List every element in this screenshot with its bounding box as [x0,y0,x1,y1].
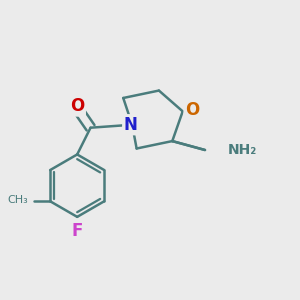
Text: NH₂: NH₂ [228,143,257,157]
Text: CH₃: CH₃ [8,195,29,205]
Text: N: N [124,116,138,134]
Text: O: O [185,101,199,119]
Text: O: O [70,97,84,115]
Text: F: F [71,222,83,240]
